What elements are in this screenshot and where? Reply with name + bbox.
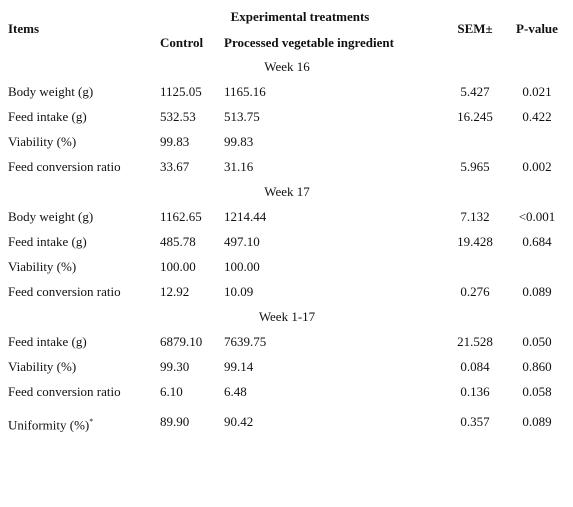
cell-processed: 7639.75 — [224, 334, 267, 349]
cell-sem: 19.428 — [457, 234, 493, 249]
cell-processed: 513.75 — [224, 109, 260, 124]
cell-control: 89.90 — [160, 414, 190, 429]
cell-processed: 100.00 — [224, 259, 260, 274]
section-title: Week 17 — [264, 184, 310, 199]
header-processed: Processed vegetable ingredient — [224, 35, 394, 50]
cell-processed: 497.10 — [224, 234, 260, 249]
cell-control: 33.67 — [160, 159, 190, 174]
row-item: Feed conversion ratio — [8, 159, 121, 174]
row-item: Body weight (g) — [8, 84, 94, 99]
cell-p: <0.001 — [518, 209, 556, 224]
section-title: Week 16 — [264, 59, 310, 74]
cell-processed: 1214.44 — [224, 209, 267, 224]
row-item: Feed intake (g) — [8, 234, 87, 249]
cell-sem: 7.132 — [460, 209, 490, 224]
cell-processed: 31.16 — [224, 159, 254, 174]
cell-sem: 0.136 — [460, 384, 490, 399]
cell-control: 12.92 — [160, 284, 190, 299]
section-title: Week 1-17 — [258, 309, 316, 324]
cell-processed: 99.83 — [224, 134, 254, 149]
cell-control: 6.10 — [160, 384, 183, 399]
cell-control: 532.53 — [160, 109, 196, 124]
cell-p: 0.050 — [522, 334, 552, 349]
cell-control: 99.83 — [160, 134, 190, 149]
cell-sem: 5.427 — [460, 84, 490, 99]
row-item: Feed conversion ratio — [8, 284, 121, 299]
cell-sem: 0.357 — [460, 414, 490, 429]
cell-sem: 16.245 — [457, 109, 493, 124]
cell-control: 1162.65 — [160, 209, 202, 224]
cell-control: 100.00 — [160, 259, 196, 274]
cell-control: 1125.05 — [160, 84, 202, 99]
cell-p: 0.021 — [522, 84, 552, 99]
cell-processed: 90.42 — [224, 414, 254, 429]
cell-control: 485.78 — [160, 234, 196, 249]
row-item: Viability (%) — [8, 259, 77, 274]
cell-sem: 21.528 — [457, 334, 493, 349]
header-control: Control — [160, 35, 204, 50]
row-item: Viability (%) — [8, 359, 77, 374]
header-p: P-value — [516, 21, 558, 36]
cell-processed: 6.48 — [224, 384, 247, 399]
cell-p: 0.422 — [522, 109, 552, 124]
row-item: Feed conversion ratio — [8, 384, 121, 399]
cell-p: 0.860 — [522, 359, 552, 374]
cell-control: 6879.10 — [160, 334, 203, 349]
cell-sem: 0.084 — [460, 359, 490, 374]
cell-control: 99.30 — [160, 359, 190, 374]
cell-p: 0.089 — [522, 414, 552, 429]
cell-processed: 1165.16 — [224, 84, 266, 99]
row-item: Feed intake (g) — [8, 334, 87, 349]
cell-p: 0.002 — [522, 159, 552, 174]
row-item: Body weight (g) — [8, 209, 94, 224]
cell-processed: 99.14 — [224, 359, 254, 374]
row-item: Uniformity (%)* — [8, 417, 94, 433]
header-items: Items — [8, 21, 40, 36]
row-item: Feed intake (g) — [8, 109, 87, 124]
footnote-mark: * — [89, 417, 94, 426]
cell-sem: 5.965 — [460, 159, 490, 174]
cell-p: 0.089 — [522, 284, 552, 299]
cell-processed: 10.09 — [224, 284, 254, 299]
cell-p: 0.058 — [522, 384, 552, 399]
row-item: Viability (%) — [8, 134, 77, 149]
header-sem: SEM± — [457, 21, 493, 36]
cell-p: 0.684 — [522, 234, 552, 249]
header-treatments: Experimental treatments — [230, 9, 370, 24]
cell-sem: 0.276 — [460, 284, 490, 299]
